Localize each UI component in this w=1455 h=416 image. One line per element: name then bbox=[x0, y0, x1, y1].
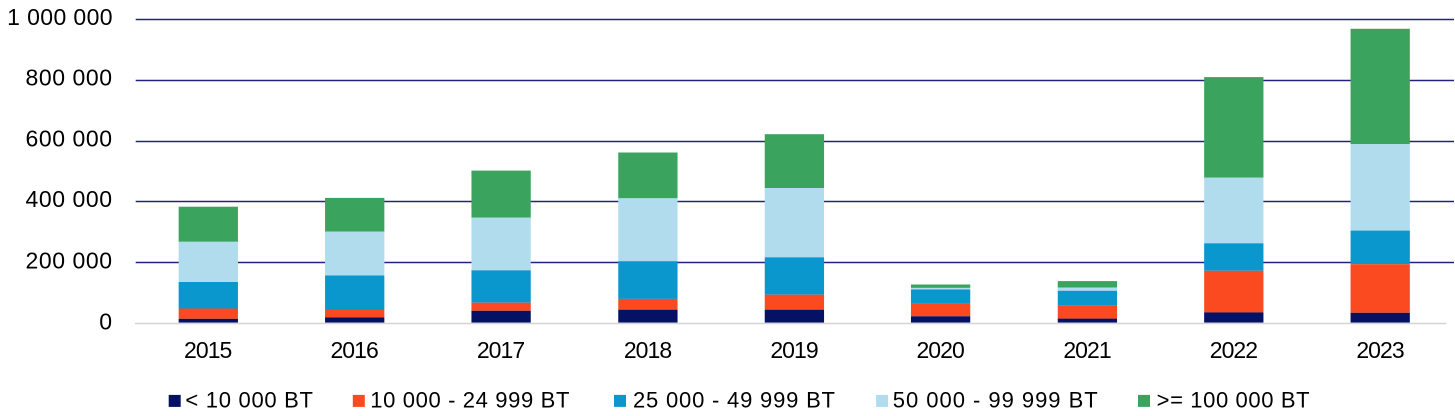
svg-text:< 10 000 BT: < 10 000 BT bbox=[185, 388, 313, 413]
svg-text:1 000 000: 1 000 000 bbox=[7, 4, 113, 30]
svg-text:2018: 2018 bbox=[624, 337, 672, 363]
svg-text:25 000 - 49 999 BT: 25 000 - 49 999 BT bbox=[633, 388, 835, 413]
svg-text:800 000: 800 000 bbox=[26, 65, 113, 91]
svg-text:0: 0 bbox=[99, 308, 112, 334]
svg-text:2019: 2019 bbox=[770, 337, 818, 363]
svg-text:2022: 2022 bbox=[1210, 337, 1258, 363]
svg-text:400 000: 400 000 bbox=[26, 186, 113, 212]
svg-text:2017: 2017 bbox=[477, 337, 525, 363]
svg-text:>= 100 000 BT: >= 100 000 BT bbox=[1157, 388, 1310, 413]
svg-text:10 000 - 24 999 BT: 10 000 - 24 999 BT bbox=[370, 388, 569, 413]
svg-text:600 000: 600 000 bbox=[26, 126, 113, 152]
svg-text:2023: 2023 bbox=[1356, 337, 1404, 363]
svg-text:50 000 - 99 999 BT: 50 000 - 99 999 BT bbox=[893, 388, 1098, 413]
svg-text:2016: 2016 bbox=[330, 337, 378, 363]
svg-text:200 000: 200 000 bbox=[26, 247, 113, 273]
svg-text:2021: 2021 bbox=[1063, 337, 1111, 363]
svg-text:2020: 2020 bbox=[916, 337, 964, 363]
svg-text:2015: 2015 bbox=[184, 337, 232, 363]
